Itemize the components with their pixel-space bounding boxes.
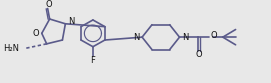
Text: N: N — [68, 17, 75, 26]
Text: H₂N: H₂N — [3, 44, 19, 53]
Text: O: O — [32, 29, 39, 38]
Text: N: N — [133, 33, 139, 42]
Text: O: O — [210, 31, 217, 40]
Text: N: N — [182, 33, 189, 42]
Text: O: O — [45, 0, 52, 9]
Text: O: O — [196, 50, 202, 59]
Text: F: F — [91, 56, 95, 65]
